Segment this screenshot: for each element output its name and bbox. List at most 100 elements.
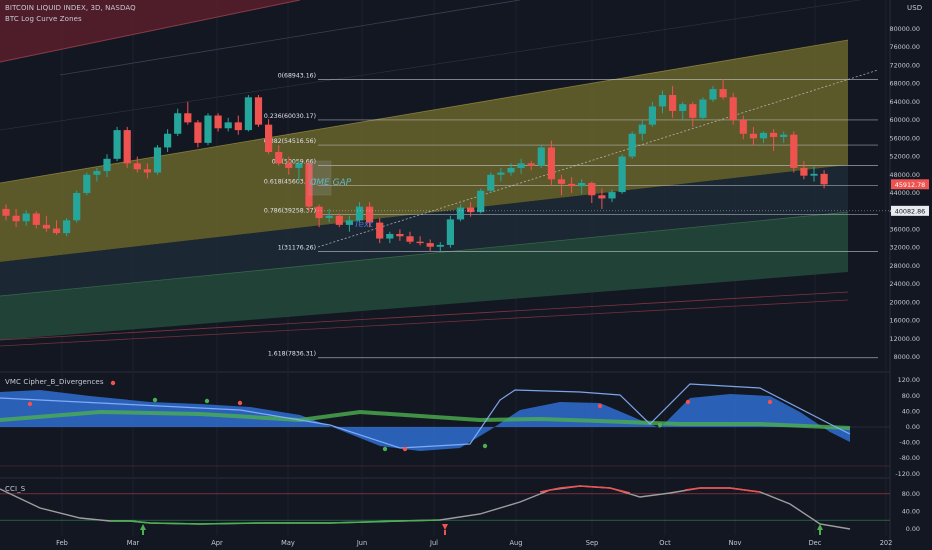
candle-body[interactable] <box>780 134 788 137</box>
current-price-badge[interactable] <box>891 179 929 190</box>
candle[interactable] <box>285 156 293 175</box>
candle-body[interactable] <box>295 163 303 168</box>
candle[interactable] <box>164 129 172 152</box>
candle-body[interactable] <box>598 195 606 199</box>
candle-body[interactable] <box>174 113 182 134</box>
candlestick-series[interactable] <box>2 79 828 253</box>
vmc-signal-dot[interactable] <box>382 446 388 452</box>
candle-body[interactable] <box>285 163 293 168</box>
candle-body[interactable] <box>608 192 616 199</box>
vmc-signal-dot[interactable] <box>152 397 158 403</box>
candle-body[interactable] <box>739 120 747 134</box>
cme-gap-label[interactable]: CME GAP <box>310 178 352 188</box>
candle-body[interactable] <box>790 134 798 168</box>
candle[interactable] <box>547 140 555 187</box>
candle[interactable] <box>436 242 444 253</box>
candle-body[interactable] <box>335 215 343 225</box>
candle-body[interactable] <box>628 133 636 157</box>
vmc-signal-dot[interactable] <box>110 380 116 386</box>
candle[interactable] <box>780 131 788 143</box>
candle[interactable] <box>42 215 50 232</box>
candle[interactable] <box>113 126 121 162</box>
candle[interactable] <box>608 189 616 203</box>
candle[interactable] <box>749 126 757 146</box>
candle-body[interactable] <box>143 169 151 173</box>
candle-body[interactable] <box>83 174 91 193</box>
vmc-signal-dot[interactable] <box>27 401 33 407</box>
vmc-signal-dot[interactable] <box>204 398 210 404</box>
vmc-signal-dot[interactable] <box>482 443 488 449</box>
candle[interactable] <box>759 131 768 143</box>
candle[interactable] <box>638 120 646 141</box>
candle[interactable] <box>820 170 828 189</box>
candle-body[interactable] <box>52 228 61 234</box>
candle-body[interactable] <box>376 222 384 239</box>
candle-body[interactable] <box>497 172 505 175</box>
text-annotation[interactable]: Text <box>354 220 373 230</box>
candle-body[interactable] <box>22 213 30 222</box>
candle[interactable] <box>679 101 687 121</box>
candle-body[interactable] <box>396 233 404 237</box>
candle[interactable] <box>366 202 374 228</box>
candle-body[interactable] <box>214 115 222 129</box>
cme-gap-box[interactable] <box>308 160 332 196</box>
candle[interactable] <box>790 131 798 173</box>
candle-body[interactable] <box>275 151 283 164</box>
candle-body[interactable] <box>618 156 626 193</box>
candle[interactable] <box>497 167 505 182</box>
candle-body[interactable] <box>234 122 242 131</box>
candle-body[interactable] <box>648 106 656 125</box>
candle-body[interactable] <box>416 241 424 244</box>
candle[interactable] <box>93 167 101 182</box>
candle-body[interactable] <box>719 89 727 98</box>
candle[interactable] <box>386 231 394 244</box>
candle[interactable] <box>699 97 707 121</box>
candle[interactable] <box>810 166 818 182</box>
vmc-cipher-pane[interactable]: 120.00 80.00 40.00 0.00 -40.00 -80.00 -120.00 <box>0 376 920 478</box>
candle-body[interactable] <box>446 219 454 245</box>
candle[interactable] <box>467 202 475 217</box>
candle-body[interactable] <box>265 124 273 152</box>
candle-body[interactable] <box>244 97 252 131</box>
candle[interactable] <box>406 231 414 245</box>
candle[interactable] <box>275 145 283 166</box>
vmc-signal-dot[interactable] <box>685 399 691 405</box>
vmc-signal-dot[interactable] <box>237 400 243 406</box>
cci-pane-title[interactable]: CCI_S <box>5 485 26 493</box>
candle-body[interactable] <box>184 113 192 123</box>
candle-body[interactable] <box>123 130 131 164</box>
candle-body[interactable] <box>658 95 667 107</box>
candle-body[interactable] <box>477 190 485 213</box>
vmc-signal-dot[interactable] <box>402 446 408 452</box>
candle-body[interactable] <box>305 163 313 207</box>
candle-body[interactable] <box>557 179 566 184</box>
indicator-title[interactable]: BTC Log Curve Zones <box>5 15 82 23</box>
candle-body[interactable] <box>315 206 323 219</box>
candle[interactable] <box>618 154 626 194</box>
time-axis[interactable]: Feb Mar Apr May Jun Jul Aug Sep Oct Nov Dec 202 <box>56 539 892 547</box>
candle-body[interactable] <box>810 173 818 176</box>
candle[interactable] <box>315 204 323 228</box>
candle[interactable] <box>588 181 596 204</box>
cci-signal-arrow[interactable] <box>140 524 146 530</box>
candle[interactable] <box>73 190 81 223</box>
candle[interactable] <box>184 101 192 125</box>
candle[interactable] <box>507 163 515 176</box>
candle[interactable] <box>12 208 20 228</box>
candle[interactable] <box>32 211 40 229</box>
candle[interactable] <box>325 208 333 223</box>
candle[interactable] <box>133 156 141 173</box>
candle[interactable] <box>456 204 465 222</box>
candle[interactable] <box>355 202 364 223</box>
candle[interactable] <box>103 154 111 178</box>
candle[interactable] <box>83 172 91 196</box>
candle[interactable] <box>345 215 353 232</box>
candle[interactable] <box>63 218 71 237</box>
candle[interactable] <box>598 188 606 209</box>
candle[interactable] <box>204 113 212 146</box>
candle-body[interactable] <box>63 220 71 234</box>
candle[interactable] <box>254 95 263 127</box>
candle-body[interactable] <box>709 89 717 100</box>
marked-price-badge[interactable] <box>891 205 929 216</box>
candle-body[interactable] <box>153 147 162 173</box>
